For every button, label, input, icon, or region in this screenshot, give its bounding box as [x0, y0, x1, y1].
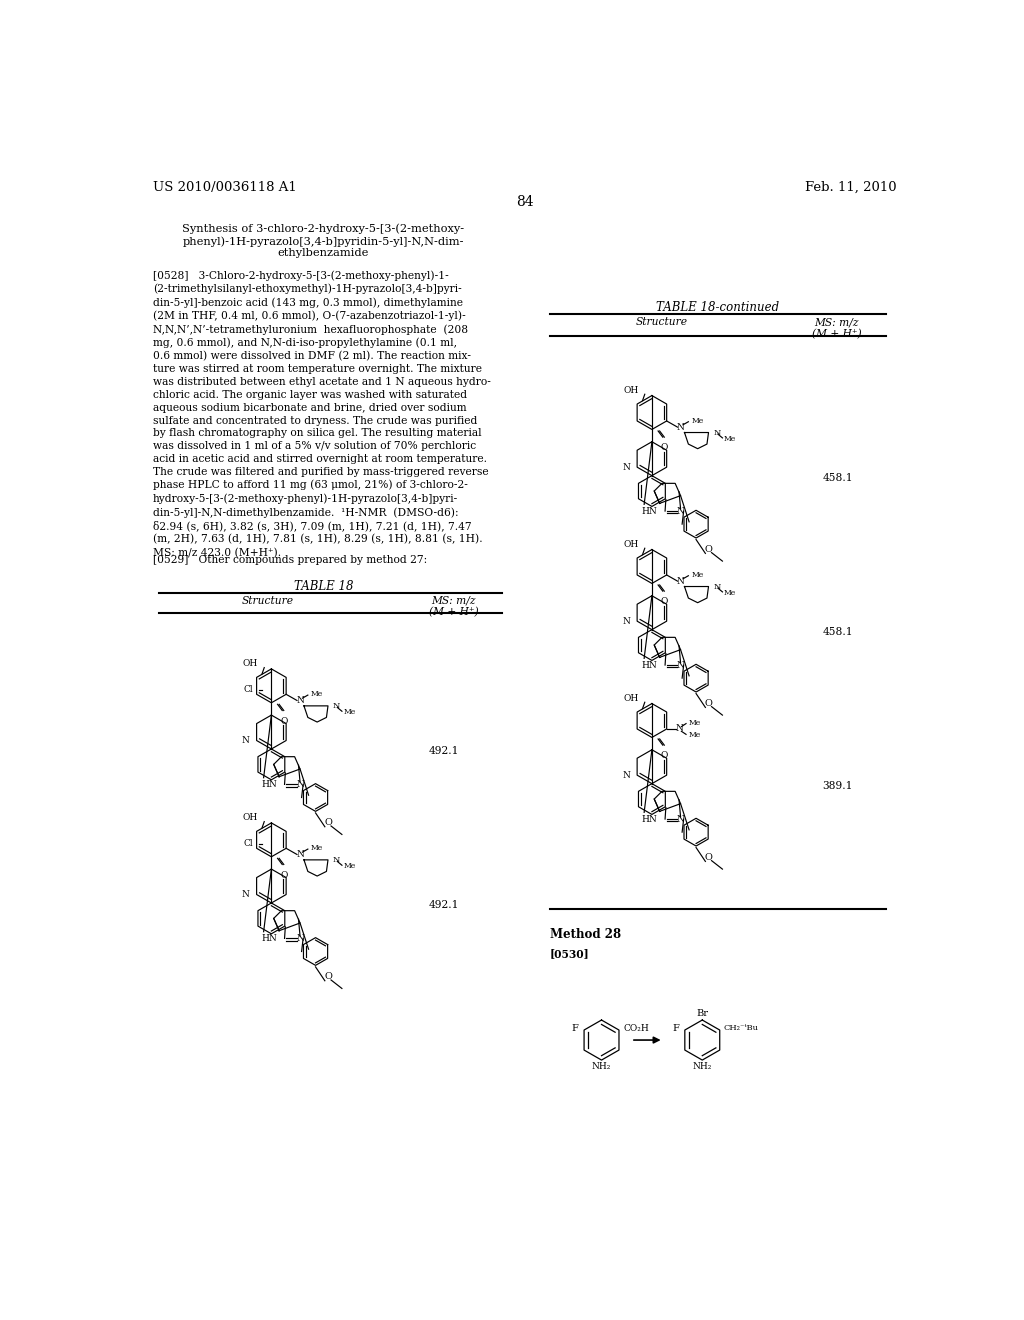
Text: [0530]: [0530]	[550, 948, 590, 958]
Text: N: N	[677, 507, 684, 516]
Text: O: O	[705, 853, 713, 862]
Text: Me: Me	[724, 589, 736, 597]
Text: N: N	[623, 616, 630, 626]
Text: N: N	[296, 780, 304, 789]
Text: N: N	[677, 814, 684, 824]
Text: HN: HN	[642, 814, 657, 824]
Text: Me: Me	[343, 862, 355, 870]
Text: Cl: Cl	[244, 840, 253, 849]
Text: TABLE 18: TABLE 18	[294, 581, 353, 594]
Text: O: O	[324, 973, 332, 981]
Text: Me: Me	[311, 845, 324, 853]
Text: 84: 84	[516, 195, 534, 210]
Text: 492.1: 492.1	[429, 900, 460, 911]
Text: [0529]   Other compounds prepared by method 27:: [0529] Other compounds prepared by metho…	[153, 554, 427, 565]
Text: F: F	[571, 1024, 579, 1034]
Text: HN: HN	[642, 507, 657, 516]
Text: N: N	[333, 702, 340, 710]
Text: Me: Me	[311, 690, 324, 698]
Text: Structure: Structure	[636, 317, 688, 327]
Text: TABLE 18-continued: TABLE 18-continued	[656, 301, 779, 314]
Text: O: O	[324, 818, 332, 828]
Text: N: N	[677, 422, 685, 432]
Text: Synthesis of 3-chloro-2-hydroxy-5-[3-(2-methoxy-
phenyl)-1H-pyrazolo[3,4-b]pyrid: Synthesis of 3-chloro-2-hydroxy-5-[3-(2-…	[182, 224, 464, 259]
Text: 458.1: 458.1	[822, 627, 853, 638]
Text: O: O	[281, 871, 288, 879]
Text: OH: OH	[624, 385, 639, 395]
Text: OH: OH	[243, 813, 258, 822]
Text: US 2010/0036118 A1: US 2010/0036118 A1	[153, 181, 297, 194]
Text: CO₂H: CO₂H	[624, 1024, 649, 1034]
Text: 492.1: 492.1	[429, 746, 460, 756]
Text: N: N	[296, 935, 304, 942]
Text: Me: Me	[343, 708, 355, 715]
Text: HN: HN	[261, 935, 276, 942]
Text: N: N	[675, 725, 683, 734]
Text: Me: Me	[688, 731, 700, 739]
Text: Me: Me	[691, 417, 703, 425]
Text: F: F	[672, 1024, 679, 1034]
Text: MS: m/z
(M + H⁺): MS: m/z (M + H⁺)	[812, 317, 861, 339]
Text: N: N	[242, 890, 250, 899]
Text: HN: HN	[642, 660, 657, 669]
Text: N: N	[677, 660, 684, 669]
Text: N: N	[623, 463, 630, 471]
Text: Br: Br	[696, 1010, 709, 1019]
Text: N: N	[623, 771, 630, 780]
Text: N: N	[713, 429, 721, 437]
Text: Cl: Cl	[244, 685, 253, 694]
Text: Me: Me	[691, 572, 703, 579]
Text: 389.1: 389.1	[822, 781, 853, 791]
Text: OH: OH	[624, 694, 639, 704]
Text: Method 28: Method 28	[550, 928, 621, 941]
Text: Feb. 11, 2010: Feb. 11, 2010	[805, 181, 897, 194]
Text: Structure: Structure	[242, 595, 294, 606]
Text: HN: HN	[261, 780, 276, 789]
Text: N: N	[296, 696, 304, 705]
Text: Me: Me	[688, 719, 700, 727]
Text: MS: m/z
(M + H⁺): MS: m/z (M + H⁺)	[429, 595, 478, 618]
Text: OH: OH	[243, 659, 258, 668]
Text: O: O	[660, 598, 668, 606]
Text: 458.1: 458.1	[822, 473, 853, 483]
Text: O: O	[281, 717, 288, 726]
Text: O: O	[705, 545, 713, 554]
Text: N: N	[296, 850, 304, 859]
Text: N: N	[713, 582, 721, 590]
Text: NH₂: NH₂	[592, 1061, 611, 1071]
Text: Me: Me	[724, 434, 736, 442]
Text: O: O	[705, 700, 713, 708]
Text: OH: OH	[624, 540, 639, 549]
Text: [0528]   3-Chloro-2-hydroxy-5-[3-(2-methoxy-phenyl)-1-
(2-trimethylsilanyl-ethox: [0528] 3-Chloro-2-hydroxy-5-[3-(2-methox…	[153, 271, 490, 558]
Text: N: N	[333, 855, 340, 863]
Text: N: N	[242, 737, 250, 744]
Text: O: O	[660, 751, 668, 760]
Text: O: O	[660, 444, 668, 453]
Text: N: N	[677, 577, 685, 586]
Text: CH₂⁻ᵗBu: CH₂⁻ᵗBu	[724, 1024, 759, 1032]
Text: NH₂: NH₂	[692, 1061, 712, 1071]
